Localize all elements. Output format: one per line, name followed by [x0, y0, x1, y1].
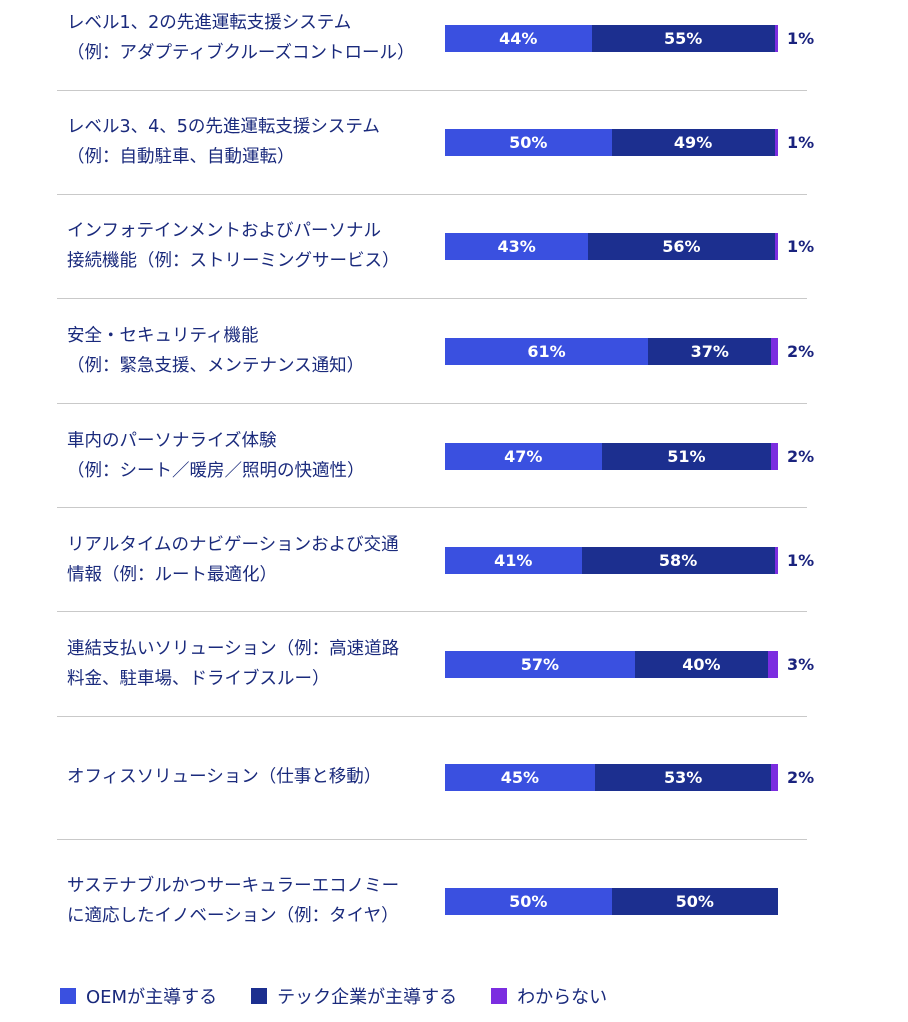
bar-segment-2 — [591, 24, 775, 52]
bar-value-label: 57% — [520, 654, 560, 674]
category-label-line: 安全・セキュリティ機能 — [67, 326, 259, 346]
category-label: 車内のパーソナライズ体験 （例：シート／暖房／照明の快適性） — [67, 426, 437, 486]
bar-segment-1 — [445, 650, 635, 678]
category-label-line: レベル3、4、5の先進運転支援システム — [67, 117, 380, 137]
category-label: レベル3、4、5の先進運転支援システム （例：自動駐車、自動運転） — [67, 112, 437, 172]
category-label-line: 連結支払いソリューション（例：高速道路 — [67, 639, 400, 659]
bar-segment-2 — [611, 887, 778, 915]
bar-value-label: 61% — [527, 341, 566, 361]
row-divider — [57, 90, 807, 91]
bar-segment-2 — [634, 650, 768, 678]
bar-value-label: 40% — [682, 654, 721, 674]
bar-segment-3 — [771, 442, 778, 470]
bar-segment-1 — [445, 24, 592, 52]
category-label-line: に適応したイノベーション（例：タイヤ） — [67, 906, 399, 926]
bar-value-label: 1% — [787, 550, 815, 570]
bar-segment-2 — [581, 546, 775, 574]
category-label: リアルタイムのナビゲーションおよび交通 情報（例：ルート最適化） — [67, 530, 437, 590]
bar-segment-1 — [445, 337, 649, 365]
bar-value-label: 50% — [675, 891, 714, 911]
bar-value-label: 45% — [500, 767, 540, 787]
bar-segment-1 — [445, 763, 595, 791]
legend-label: テック企業が主導する — [277, 987, 458, 1008]
bar-value-label: 44% — [499, 28, 538, 48]
legend-swatch — [251, 988, 268, 1004]
bar-value-label: 49% — [673, 132, 713, 152]
legend-swatch — [491, 988, 508, 1004]
bar-value-label: 2% — [787, 767, 815, 787]
bar-value-label: 2% — [787, 446, 815, 466]
bar-segment-2 — [588, 232, 775, 260]
bar-segment-3 — [768, 650, 778, 678]
category-label: サステナブルかつサーキュラーエコノミー に適応したイノベーション（例：タイヤ） — [67, 871, 437, 931]
category-label: 連結支払いソリューション（例：高速道路 料金、駐車場、ドライブスルー） — [67, 634, 437, 694]
row-divider — [57, 194, 807, 195]
category-label-line: レベル1、2の先進運転支援システム — [67, 13, 352, 33]
bar-value-label: 58% — [658, 550, 698, 570]
bar-segment-1 — [445, 442, 602, 470]
category-label: 安全・セキュリティ機能 （例：緊急支援、メンテナンス通知） — [67, 321, 437, 381]
category-label-line: 接続機能（例：ストリーミングサービス） — [67, 251, 400, 271]
category-label-line: 車内のパーソナライズ体験 — [67, 431, 277, 451]
bar-segment-2 — [611, 128, 775, 156]
bar-segment-1 — [445, 546, 582, 574]
bar-value-label: 51% — [667, 446, 706, 466]
bar-value-label: 3% — [787, 654, 815, 674]
bar-value-label: 1% — [787, 236, 815, 256]
bar-segment-1 — [445, 887, 612, 915]
category-label-line: 情報（例：ルート最適化） — [67, 565, 277, 585]
category-label-line: （例：緊急支援、メンテナンス通知） — [67, 356, 365, 376]
row-divider — [57, 403, 807, 404]
category-label-line: サステナブルかつサーキュラーエコノミー — [67, 876, 400, 896]
legend-label: OEMが主導する — [86, 987, 218, 1008]
row-divider — [57, 298, 807, 299]
bar-segment-3 — [774, 24, 778, 52]
category-label-line: （例：自動駐車、自動運転） — [67, 147, 295, 167]
category-label-line: （例：アダプティブクルーズコントロール） — [67, 43, 415, 63]
category-label-line: インフォテインメントおよびパーソナル — [67, 221, 381, 241]
bar-value-label: 1% — [787, 132, 815, 152]
bar-value-label: 50% — [509, 891, 548, 911]
bar-value-label: 2% — [787, 341, 815, 361]
bar-value-label: 37% — [690, 341, 729, 361]
bar-value-label: 53% — [663, 767, 703, 787]
bar-segment-2 — [601, 442, 772, 470]
bar-value-label: 43% — [497, 236, 536, 256]
category-label-line: （例：シート／暖房／照明の快適性） — [67, 461, 365, 481]
legend-item: OEMが主導する — [60, 983, 217, 1009]
category-label-line: リアルタイムのナビゲーションおよび交通 — [67, 535, 399, 555]
bar-segment-1 — [445, 232, 589, 260]
legend-swatch — [60, 988, 76, 1004]
bar-value-label: 50% — [509, 132, 548, 152]
row-divider — [57, 507, 807, 508]
bar-segment-3 — [774, 232, 778, 260]
row-divider — [57, 839, 807, 840]
bar-segment-3 — [771, 337, 778, 365]
bar-segment-3 — [774, 546, 778, 574]
category-label: オフィスソリューション（仕事と移動） — [67, 762, 437, 792]
bar-value-label: 41% — [494, 550, 533, 570]
category-label: レベル1、2の先進運転支援システム （例：アダプティブクルーズコントロール） — [67, 8, 437, 68]
bar-value-label: 56% — [662, 236, 701, 256]
legend-label: わからない — [517, 987, 608, 1008]
chart-legend: OEMが主導する テック企業が主導する わからない — [60, 982, 641, 1010]
bar-segment-1 — [445, 128, 612, 156]
bar-value-label: 47% — [504, 446, 543, 466]
category-label-line: 料金、駐車場、ドライブスルー） — [67, 669, 330, 689]
bar-segment-3 — [771, 763, 778, 791]
category-label: インフォテインメントおよびパーソナル 接続機能（例：ストリーミングサービス） — [67, 216, 437, 276]
category-label-line: オフィスソリューション（仕事と移動） — [67, 767, 382, 787]
bar-segment-2 — [648, 337, 772, 365]
bar-segment-3 — [774, 128, 778, 156]
bar-value-label: 55% — [663, 28, 703, 48]
legend-item: テック企業が主導する — [251, 983, 457, 1009]
bar-segment-2 — [594, 763, 772, 791]
legend-item: わからない — [491, 983, 607, 1009]
row-divider — [57, 611, 807, 612]
row-divider — [57, 716, 807, 717]
bar-value-label: 1% — [787, 28, 815, 48]
